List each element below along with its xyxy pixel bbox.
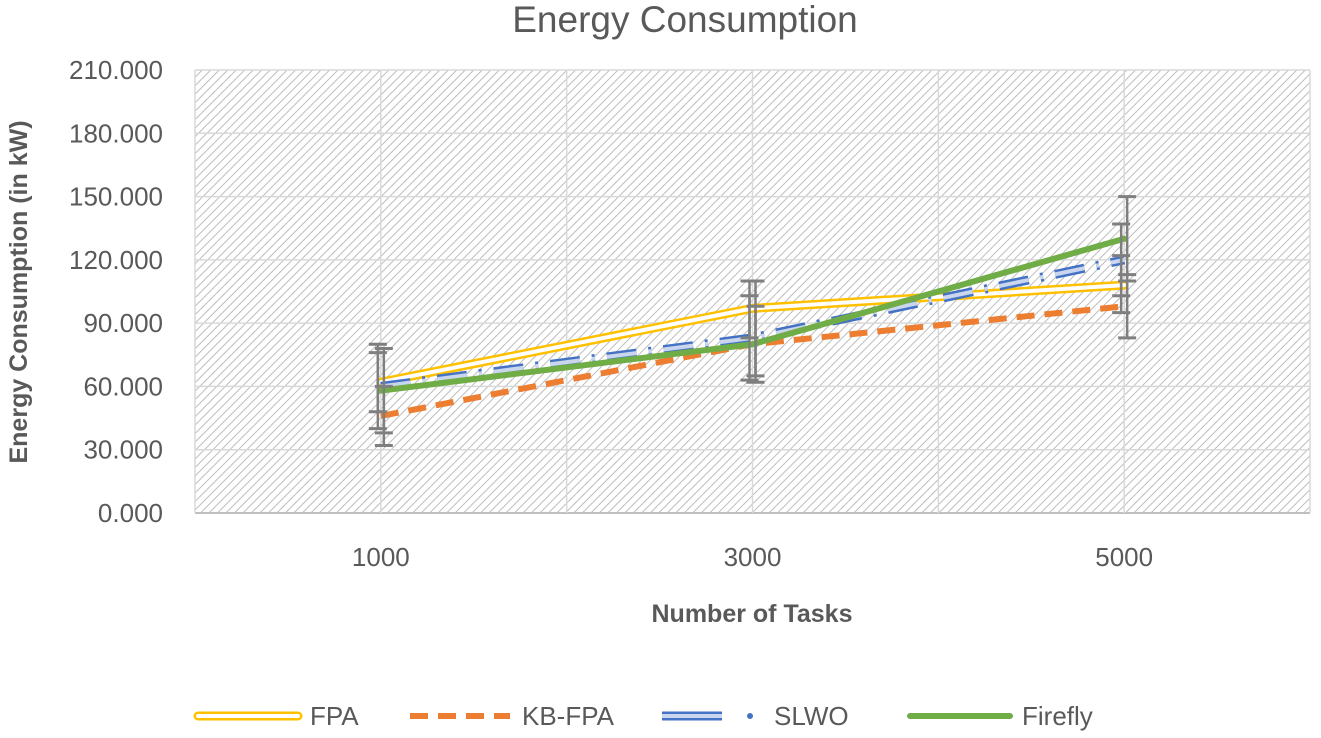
y-tick-label: 120.000 [69,245,163,275]
y-tick-label: 60.000 [83,371,163,401]
legend-label: SLWO [774,701,849,731]
y-axis-label: Energy Consumption (in kW) [5,120,33,463]
y-axis-ticks: 0.000 30.000 60.000 90.000 120.000 150.000 180… [69,55,163,528]
y-tick-label: 30.000 [83,435,163,465]
y-tick-label: 90.000 [83,308,163,338]
legend-label: FPA [310,701,359,731]
x-tick-label: 3000 [724,542,782,572]
legend-item-firefly: Firefly [910,701,1093,731]
legend: FPA KB-FPA SLWO Firefly [198,701,1093,731]
x-axis-label: Number of Tasks [652,600,853,628]
legend-item-slwo: SLWO [662,701,849,731]
y-tick-label: 0.000 [98,498,163,528]
x-tick-label: 5000 [1095,542,1153,572]
legend-label: Firefly [1022,701,1093,731]
chart-title: Energy Consumption [512,0,858,40]
legend-item-kb-fpa: KB-FPA [410,701,615,731]
y-tick-label: 180.000 [69,118,163,148]
x-axis-ticks: 1000 3000 5000 [352,542,1153,572]
legend-item-fpa: FPA [198,701,359,731]
legend-label: KB-FPA [522,701,615,731]
x-tick-label: 1000 [352,542,410,572]
y-tick-label: 210.000 [69,55,163,85]
y-tick-label: 150.000 [69,182,163,212]
